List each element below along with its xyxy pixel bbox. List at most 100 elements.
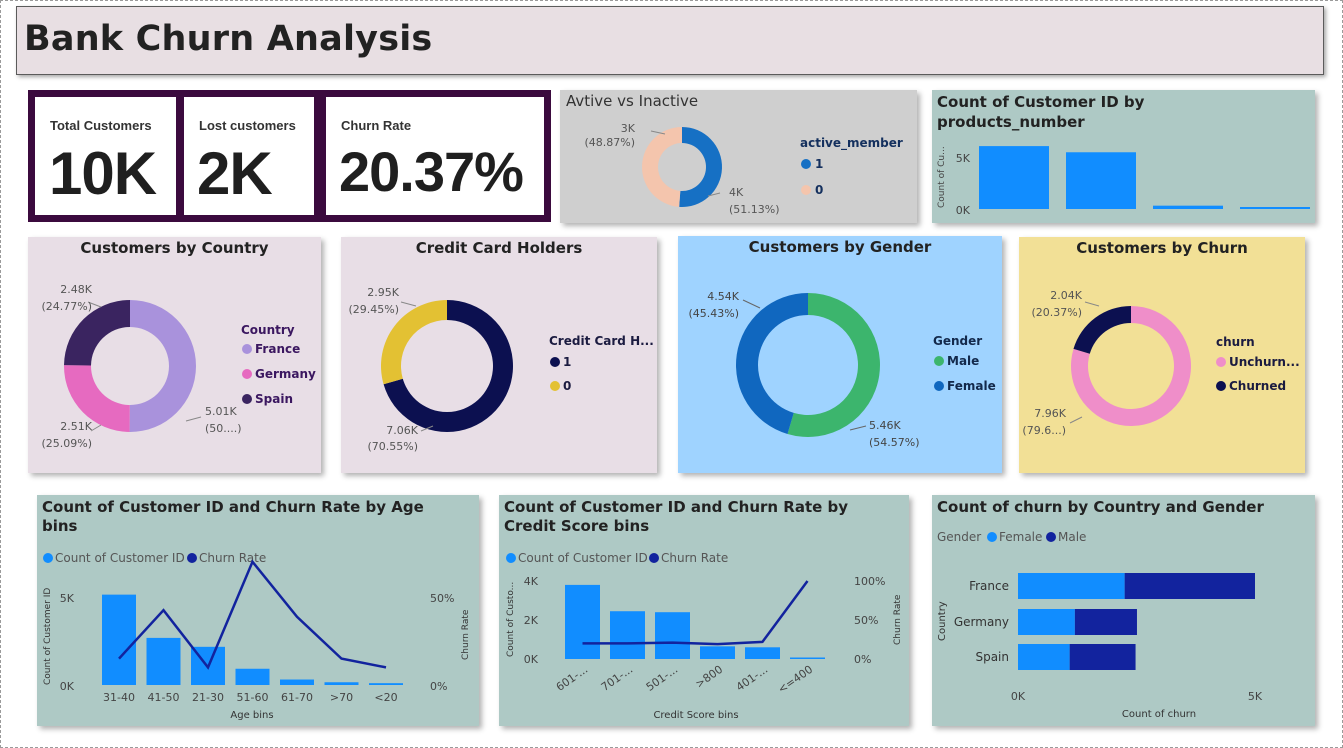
x-tick: >800 xyxy=(693,663,725,691)
bar-germany-female[interactable] xyxy=(1018,609,1075,635)
data-label: (50....) xyxy=(205,422,242,435)
active-inactive-panel[interactable]: Avtive vs Inactive 3K (48.87%) 4K (51.13… xyxy=(560,90,917,223)
products-panel[interactable]: Count of Customer ID by products_number … xyxy=(932,90,1315,223)
legend-item[interactable]: Female xyxy=(947,379,996,393)
y2-tick: 50% xyxy=(854,614,878,627)
panel-title: Customers by Country xyxy=(80,239,269,257)
x-tick: 501-... xyxy=(644,663,681,694)
y2-tick: 0% xyxy=(430,680,447,693)
bar-france-male[interactable] xyxy=(1124,573,1255,599)
gender-panel[interactable]: Customers by Gender 4.54K (45.43%) 5.46K… xyxy=(678,236,1002,473)
legend-item[interactable]: Germany xyxy=(255,367,316,381)
kpi-card-churn-rate[interactable]: Churn Rate 20.37% xyxy=(325,96,545,216)
x-tick: 401-... xyxy=(734,663,771,694)
legend-item[interactable]: 1 xyxy=(563,355,571,369)
donut-slice-male[interactable] xyxy=(787,293,880,437)
bar-products-1[interactable] xyxy=(979,146,1049,209)
age-bar[interactable] xyxy=(235,668,270,685)
gender-chart: 4.54K (45.43%) 5.46K (54.57%) Gender Mal… xyxy=(688,290,996,449)
legend-marker xyxy=(934,381,944,391)
legend-item[interactable]: Unchurn... xyxy=(1229,355,1300,369)
leader-line xyxy=(707,192,721,197)
legend-item[interactable]: Female xyxy=(999,530,1042,544)
x-tick: 61-70 xyxy=(281,691,313,704)
leader-line xyxy=(420,425,434,432)
legend-title: Country xyxy=(241,323,295,337)
panel-title: Customers by Churn xyxy=(1076,239,1248,257)
donut-slice-spain[interactable] xyxy=(64,300,130,366)
panel-title-line2: bins xyxy=(42,517,78,535)
legend-title: churn xyxy=(1216,335,1255,349)
age-bar[interactable] xyxy=(369,683,403,685)
bar-products-4[interactable] xyxy=(1240,207,1310,209)
age-bar[interactable] xyxy=(146,637,181,685)
legend-item[interactable]: Churn Rate xyxy=(199,551,266,565)
donut-slice-churned[interactable] xyxy=(1073,306,1131,354)
country-gender-panel[interactable]: Count of churn by Country and Gender Gen… xyxy=(932,495,1315,726)
credit-bar[interactable] xyxy=(790,657,825,660)
legend-item[interactable]: Count of Customer ID xyxy=(518,551,648,565)
y-axis-label: Count of Custo... xyxy=(506,582,516,657)
credit-score-panel[interactable]: Count of Customer ID and Churn Rate by C… xyxy=(499,495,909,726)
y-tick: Germany xyxy=(954,615,1009,629)
country-panel[interactable]: Customers by Country 2.48K (24.77%) 2.51… xyxy=(28,237,321,473)
leader-line xyxy=(400,301,417,307)
credit-bar[interactable] xyxy=(700,646,735,659)
data-label: 7.96K xyxy=(1034,407,1066,420)
bar-spain-female[interactable] xyxy=(1018,644,1070,670)
bar-france-female[interactable] xyxy=(1018,573,1125,599)
donut-slice-1[interactable] xyxy=(679,127,722,207)
kpi-card-total-customers[interactable]: Total Customers 10K xyxy=(34,96,177,216)
credit-bar[interactable] xyxy=(745,647,780,659)
donut-slice-germany[interactable] xyxy=(64,365,130,432)
country-gender-chart: Gender Female Male Country 0K 5K Count o… xyxy=(937,530,1263,720)
donut-slice-france[interactable] xyxy=(129,300,197,432)
donut-slice-1[interactable] xyxy=(383,300,513,432)
y-tick: 5K xyxy=(60,592,75,605)
age-bar[interactable] xyxy=(102,594,136,685)
legend-marker xyxy=(801,185,811,195)
bar-products-2[interactable] xyxy=(1066,152,1136,209)
legend-item[interactable]: 0 xyxy=(815,183,823,197)
panel-title: Count of Customer ID and Churn Rate by A… xyxy=(42,498,424,516)
bar-germany-male[interactable] xyxy=(1074,609,1137,635)
data-label: (51.13%) xyxy=(729,203,780,216)
data-label: (70.55%) xyxy=(367,440,418,453)
legend-item[interactable]: 0 xyxy=(563,379,571,393)
age-bins-panel[interactable]: Count of Customer ID and Churn Rate by A… xyxy=(37,495,479,726)
credit-card-panel[interactable]: Credit Card Holders 2.95K (29.45%) 7.06K… xyxy=(341,237,657,473)
y-tick: 4K xyxy=(524,575,539,588)
bar-products-3[interactable] xyxy=(1153,205,1223,209)
y2-tick: 50% xyxy=(430,592,454,605)
legend-item[interactable]: 1 xyxy=(815,157,823,171)
legend-marker xyxy=(550,381,560,391)
legend-item[interactable]: Male xyxy=(947,354,979,368)
data-label: 2.95K xyxy=(367,286,399,299)
donut-slice-female[interactable] xyxy=(736,293,808,435)
legend-item[interactable]: Churn Rate xyxy=(661,551,728,565)
donut-slice-0[interactable] xyxy=(381,300,447,385)
y-tick: 2K xyxy=(524,614,539,627)
legend-item[interactable]: Churned xyxy=(1229,379,1286,393)
y-tick: 0K xyxy=(60,680,75,693)
x-tick: 31-40 xyxy=(103,691,135,704)
legend-title: Gender xyxy=(933,334,982,348)
legend-item[interactable]: Count of Customer ID xyxy=(55,551,185,565)
legend-item[interactable]: France xyxy=(255,342,300,356)
donut-slice-0[interactable] xyxy=(641,127,682,207)
credit-bar[interactable] xyxy=(655,612,690,659)
credit-bar[interactable] xyxy=(610,611,645,659)
churn-panel[interactable]: Customers by Churn 2.04K (20.37%) 7.96K … xyxy=(1019,237,1305,473)
data-label: (20.37%) xyxy=(1031,306,1082,319)
kpi-card-lost-customers[interactable]: Lost customers 2K xyxy=(183,96,315,216)
leader-line xyxy=(90,424,102,432)
age-bar[interactable] xyxy=(280,679,314,685)
legend-item[interactable]: Spain xyxy=(255,392,293,406)
legend-item[interactable]: Male xyxy=(1058,530,1086,544)
data-label: 2.48K xyxy=(60,283,92,296)
credit-bar[interactable] xyxy=(565,584,600,659)
x-tick: <20 xyxy=(374,691,397,704)
y-tick: 5K xyxy=(956,152,971,165)
age-bar[interactable] xyxy=(324,682,359,685)
bar-spain-male[interactable] xyxy=(1069,644,1136,670)
